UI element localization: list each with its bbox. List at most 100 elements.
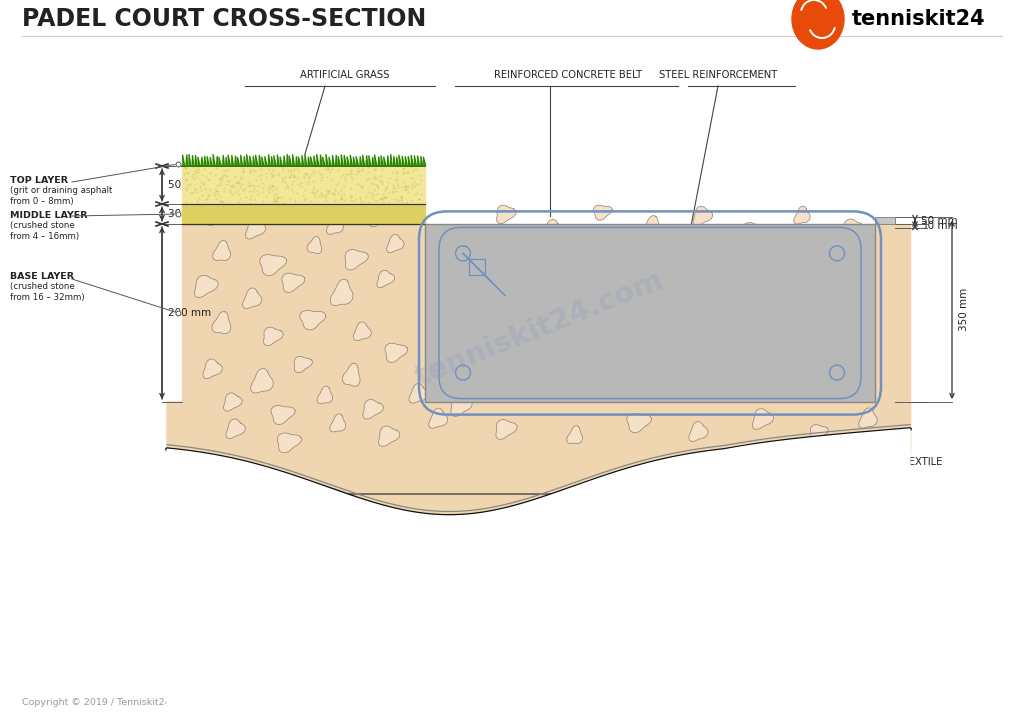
Circle shape	[829, 365, 845, 380]
Polygon shape	[342, 363, 360, 387]
Polygon shape	[773, 251, 791, 271]
Polygon shape	[330, 414, 346, 432]
Polygon shape	[387, 235, 404, 253]
Polygon shape	[693, 275, 713, 290]
Polygon shape	[794, 206, 810, 224]
Text: 350 mm: 350 mm	[959, 288, 969, 332]
Polygon shape	[627, 413, 651, 433]
Polygon shape	[203, 359, 222, 379]
Bar	[425, 224, 874, 402]
Polygon shape	[379, 426, 400, 447]
Polygon shape	[385, 343, 408, 363]
Text: (grit or draining asphalt
from 0 – 8mm): (grit or draining asphalt from 0 – 8mm)	[10, 186, 113, 206]
Polygon shape	[593, 206, 612, 220]
Text: Copyright © 2019 / Tenniskit24 OÜ / All Rights Reserved / tenniskit24.com: Copyright © 2019 / Tenniskit24 OÜ / All …	[22, 697, 375, 707]
Polygon shape	[612, 313, 635, 332]
Circle shape	[829, 246, 845, 261]
Polygon shape	[496, 420, 517, 439]
Polygon shape	[566, 426, 583, 444]
Text: REINFORCED CONCRETE BELT: REINFORCED CONCRETE BELT	[494, 70, 642, 80]
Polygon shape	[572, 256, 594, 274]
Polygon shape	[833, 239, 855, 260]
Polygon shape	[369, 206, 390, 227]
Polygon shape	[331, 279, 353, 306]
Circle shape	[456, 246, 470, 261]
Text: ARTIFICIAL GRASS: ARTIFICIAL GRASS	[300, 70, 390, 80]
Polygon shape	[512, 240, 532, 262]
Polygon shape	[846, 369, 866, 389]
Polygon shape	[182, 204, 425, 224]
Polygon shape	[317, 386, 333, 404]
Polygon shape	[409, 384, 427, 403]
Text: 50 mm: 50 mm	[921, 216, 957, 226]
Polygon shape	[794, 273, 813, 292]
Polygon shape	[278, 433, 301, 452]
Polygon shape	[223, 393, 242, 411]
Polygon shape	[327, 216, 343, 235]
Polygon shape	[204, 204, 229, 226]
Polygon shape	[874, 402, 910, 454]
Polygon shape	[195, 275, 218, 298]
Text: BASE LAYER: BASE LAYER	[10, 272, 74, 281]
Polygon shape	[182, 402, 910, 449]
Text: 50 mm: 50 mm	[168, 180, 205, 190]
Text: (crushed stone
from 4 – 16mm): (crushed stone from 4 – 16mm)	[10, 221, 79, 241]
Text: 30 mm: 30 mm	[921, 221, 957, 231]
Text: 350 mm: 350 mm	[523, 508, 569, 518]
Polygon shape	[722, 237, 744, 256]
Polygon shape	[753, 408, 773, 429]
Polygon shape	[745, 369, 768, 390]
Polygon shape	[251, 369, 273, 393]
Polygon shape	[663, 324, 681, 345]
Polygon shape	[812, 311, 830, 333]
Polygon shape	[182, 224, 425, 402]
Polygon shape	[548, 370, 571, 390]
Polygon shape	[451, 397, 472, 416]
Polygon shape	[362, 400, 384, 419]
Polygon shape	[494, 272, 510, 290]
Polygon shape	[810, 424, 828, 440]
Polygon shape	[797, 356, 812, 374]
Polygon shape	[353, 322, 371, 340]
Polygon shape	[742, 287, 762, 308]
Text: tenniskit24: tenniskit24	[852, 9, 986, 29]
Text: tenniskit24.com: tenniskit24.com	[412, 266, 668, 392]
Polygon shape	[167, 402, 910, 516]
Polygon shape	[693, 206, 713, 226]
Polygon shape	[497, 205, 516, 224]
Polygon shape	[226, 419, 246, 439]
Polygon shape	[377, 270, 394, 287]
Circle shape	[456, 365, 470, 380]
Polygon shape	[842, 285, 861, 310]
Polygon shape	[282, 273, 305, 292]
Polygon shape	[345, 250, 369, 270]
Polygon shape	[294, 356, 312, 373]
Polygon shape	[593, 271, 610, 290]
Polygon shape	[564, 329, 581, 348]
Polygon shape	[674, 251, 691, 268]
Polygon shape	[429, 408, 447, 429]
Polygon shape	[213, 240, 230, 261]
Polygon shape	[622, 232, 641, 256]
Polygon shape	[742, 222, 765, 243]
Polygon shape	[764, 331, 782, 347]
Text: MIDDLE LAYER: MIDDLE LAYER	[10, 211, 87, 220]
Polygon shape	[271, 405, 295, 424]
Bar	[874, 217, 895, 224]
Text: (crushed stone
from 16 – 32mm): (crushed stone from 16 – 32mm)	[10, 282, 85, 302]
Polygon shape	[645, 366, 667, 387]
Polygon shape	[260, 255, 287, 276]
Text: 30 mm: 30 mm	[168, 209, 205, 219]
Text: STEEL REINFORCEMENT: STEEL REINFORCEMENT	[658, 70, 777, 80]
Polygon shape	[859, 408, 878, 428]
Polygon shape	[543, 290, 564, 309]
Polygon shape	[641, 283, 665, 306]
Polygon shape	[843, 219, 864, 240]
Polygon shape	[597, 352, 612, 370]
Polygon shape	[243, 288, 262, 308]
Polygon shape	[246, 219, 266, 239]
Polygon shape	[642, 216, 662, 237]
Ellipse shape	[792, 0, 844, 49]
Text: GEOTEXTILE: GEOTEXTILE	[882, 457, 943, 467]
Text: PADEL COURT CROSS-SECTION: PADEL COURT CROSS-SECTION	[22, 7, 426, 31]
